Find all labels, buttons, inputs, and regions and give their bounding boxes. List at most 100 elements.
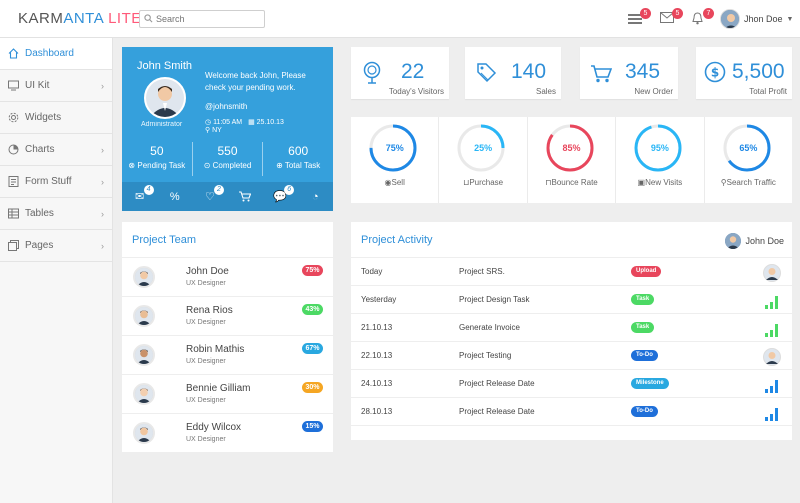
heart-icon[interactable]: ♡ 2: [203, 184, 224, 203]
chat-icon[interactable]: 💬 6: [273, 184, 295, 203]
gauge-value: 85%: [562, 143, 581, 153]
activity-date: 22.10.13: [361, 351, 393, 360]
sidebar-item-label: Charts: [25, 144, 55, 155]
member-role: UX Designer: [186, 319, 226, 326]
gauge-label: Search Traffic: [726, 178, 776, 187]
progress-badge: 75%: [302, 265, 323, 276]
activity-row[interactable]: Yesterday Project Design Task Task: [351, 286, 792, 314]
sidebar-item-label: Widgets: [25, 112, 62, 123]
stat-completed[interactable]: 550 ⊙ Completed: [193, 142, 264, 176]
messages-button[interactable]: 5: [628, 8, 651, 26]
search-input[interactable]: [139, 10, 265, 28]
messages-badge: 5: [640, 8, 651, 19]
image-icon: ▣: [637, 178, 646, 187]
team-member-row[interactable]: Rena Rios UX Designer 43%: [122, 297, 333, 336]
gauge-value: 95%: [650, 143, 669, 153]
avatar: [133, 383, 155, 405]
activity-row[interactable]: Today Project SRS. Upload: [351, 258, 792, 286]
activity-date: Yesterday: [361, 295, 397, 304]
activity-row[interactable]: 22.10.13 Project Testing To-Do: [351, 342, 792, 370]
activity-tag: Upload: [631, 266, 662, 277]
mail-button[interactable]: 5: [660, 8, 683, 26]
stat-pending[interactable]: 50 ⊗ Pending Task: [122, 142, 193, 176]
envelope-icon[interactable]: ✉ 4: [133, 184, 154, 203]
progress-badge: 67%: [302, 343, 323, 354]
profile-avatar[interactable]: [144, 77, 186, 119]
notifications-button[interactable]: 7: [691, 8, 714, 26]
bar-chart-blue-icon: [765, 408, 778, 421]
project-team-panel: Project Team John Doe UX Designer 75% Rena …: [122, 222, 333, 453]
app-logo[interactable]: KARMANTA LITE: [18, 10, 142, 27]
sidebar-item-charts[interactable]: Charts ›: [0, 134, 112, 166]
heart-count-badge: 2: [213, 184, 224, 195]
activity-row[interactable]: 24.10.13 Project Release Date Milestone: [351, 370, 792, 398]
check-icon: ⊙: [203, 161, 211, 170]
bar-chart-green-icon: [765, 296, 778, 309]
search-icon: [144, 14, 153, 23]
user-name: Jhon Doe: [744, 14, 783, 24]
avatar: [133, 266, 155, 288]
gauge-value: 65%: [739, 143, 758, 153]
progress-badge: 30%: [302, 382, 323, 393]
stat-card-sales[interactable]: 140 Sales: [465, 47, 561, 99]
gauge-sell[interactable]: 75% ◉Sell: [351, 117, 440, 203]
stat-total[interactable]: 600 ⊕ Total Task: [263, 142, 333, 176]
stat-card-profit[interactable]: $ 5,500 Total Profit: [696, 47, 792, 99]
progress-ring: [723, 124, 771, 172]
list-icon: [628, 14, 642, 24]
avatar: [720, 9, 740, 29]
team-member-row[interactable]: Eddy Wilcox UX Designer 15%: [122, 414, 333, 453]
sidebar-item-ui-kit[interactable]: UI Kit ›: [0, 70, 112, 102]
stat-card-orders[interactable]: 345 New Order: [580, 47, 678, 99]
sidebar-item-label: Pages: [25, 240, 54, 251]
gauge-bounce-rate[interactable]: 85% ⊓Bounce Rate: [528, 117, 617, 203]
team-member-row[interactable]: Robin Mathis UX Designer 67%: [122, 336, 333, 375]
cart-icon: [591, 65, 612, 83]
clock-icon: ⊗: [128, 161, 136, 170]
dollar-icon: $: [704, 61, 726, 83]
sidebar-item-label: UI Kit: [25, 80, 50, 91]
sidebar-item-tables[interactable]: Tables ›: [0, 198, 112, 230]
member-name: John Doe: [186, 266, 229, 277]
gauge-new-visits[interactable]: 95% ▣New Visits: [616, 117, 705, 203]
profile-handle: @johnsmith: [205, 102, 248, 111]
plus-circle-icon: ⊕: [276, 161, 283, 170]
sidebar-item-form-stuff[interactable]: Form Stuff ›: [0, 166, 112, 198]
project-activity-panel: Project Activity John Doe Today Project S…: [351, 222, 792, 440]
sidebar-item-widgets[interactable]: Widgets: [0, 102, 112, 134]
chevron-right-icon: ›: [101, 177, 104, 187]
stat-value: 600: [288, 144, 309, 158]
pie-chart-icon[interactable]: ◔: [312, 190, 319, 203]
activity-project: Project Release Date: [459, 379, 535, 388]
user-menu[interactable]: Jhon Doe ▼: [720, 8, 793, 30]
activity-tag: Milestone: [631, 378, 669, 389]
chevron-right-icon: ›: [101, 241, 104, 251]
bar-chart-green-icon: [765, 324, 778, 337]
sidebar-item-dashboard[interactable]: Dashboard: [0, 38, 112, 70]
panel-title: Project Activity: [361, 234, 433, 246]
stat-value: 22: [401, 60, 425, 83]
monitor-icon: [8, 80, 19, 91]
sidebar-item-pages[interactable]: Pages ›: [0, 230, 112, 262]
activity-row[interactable]: 28.10.13 Project Release Date To-Do: [351, 398, 792, 426]
stat-card-visitors[interactable]: 22 Today's Visitors: [351, 47, 449, 99]
cart-icon[interactable]: [238, 190, 252, 203]
progress-badge: 15%: [302, 421, 323, 432]
gauge-label: Sell: [391, 178, 405, 187]
percent-icon[interactable]: %: [169, 190, 180, 203]
activity-date: 24.10.13: [361, 379, 393, 388]
gauge-value: 75%: [385, 143, 404, 153]
chat-count-badge: 6: [284, 184, 295, 195]
activity-tag: To-Do: [631, 350, 658, 361]
activity-project: Generate Invoice: [459, 323, 520, 332]
activity-user[interactable]: John Doe: [725, 233, 784, 249]
activity-row[interactable]: 21.10.13 Generate Invoice Task: [351, 314, 792, 342]
profile-location: NY: [212, 127, 222, 134]
activity-date: Today: [361, 267, 383, 276]
team-member-row[interactable]: Bennie Gilliam UX Designer 30%: [122, 375, 333, 414]
activity-date: 28.10.13: [361, 407, 393, 416]
gauge-search-traffic[interactable]: 65% ⚲Search Traffic: [705, 117, 792, 203]
team-member-row[interactable]: John Doe UX Designer 75%: [122, 258, 333, 297]
gauge-purchase[interactable]: 25% ⊔Purchase: [439, 117, 528, 203]
gear-icon: [8, 112, 19, 123]
